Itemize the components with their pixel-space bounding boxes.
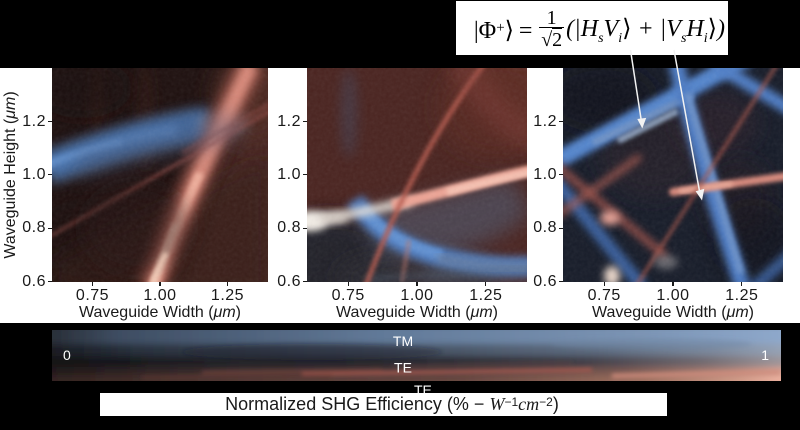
svg-text:TM: TM <box>393 333 413 349</box>
svg-text:TE: TE <box>394 360 412 376</box>
svg-text:1: 1 <box>761 347 769 363</box>
svg-text:0: 0 <box>63 347 71 363</box>
